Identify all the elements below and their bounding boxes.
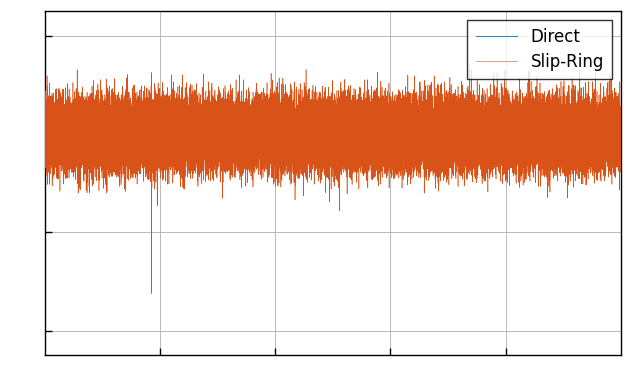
Direct bbox=[41, 130, 49, 135]
Slip-Ring bbox=[617, 130, 625, 135]
Direct bbox=[262, 132, 269, 136]
Direct bbox=[180, 137, 188, 141]
Slip-Ring bbox=[388, 140, 396, 144]
Direct bbox=[388, 135, 396, 139]
Slip-Ring bbox=[80, 128, 88, 133]
Slip-Ring bbox=[41, 130, 49, 135]
Slip-Ring bbox=[180, 149, 188, 153]
Direct bbox=[80, 133, 88, 138]
Legend: Direct, Slip-Ring: Direct, Slip-Ring bbox=[467, 20, 612, 79]
Direct bbox=[223, 116, 231, 121]
Direct bbox=[617, 127, 625, 131]
Line: Slip-Ring: Slip-Ring bbox=[45, 68, 621, 294]
Slip-Ring bbox=[148, 291, 156, 296]
Direct bbox=[416, 147, 424, 152]
Slip-Ring bbox=[262, 137, 269, 142]
Slip-Ring bbox=[466, 66, 474, 71]
Direct bbox=[353, 131, 361, 136]
Direct bbox=[468, 131, 476, 136]
Slip-Ring bbox=[353, 132, 361, 136]
Line: Direct: Direct bbox=[45, 119, 621, 150]
Slip-Ring bbox=[468, 124, 476, 129]
